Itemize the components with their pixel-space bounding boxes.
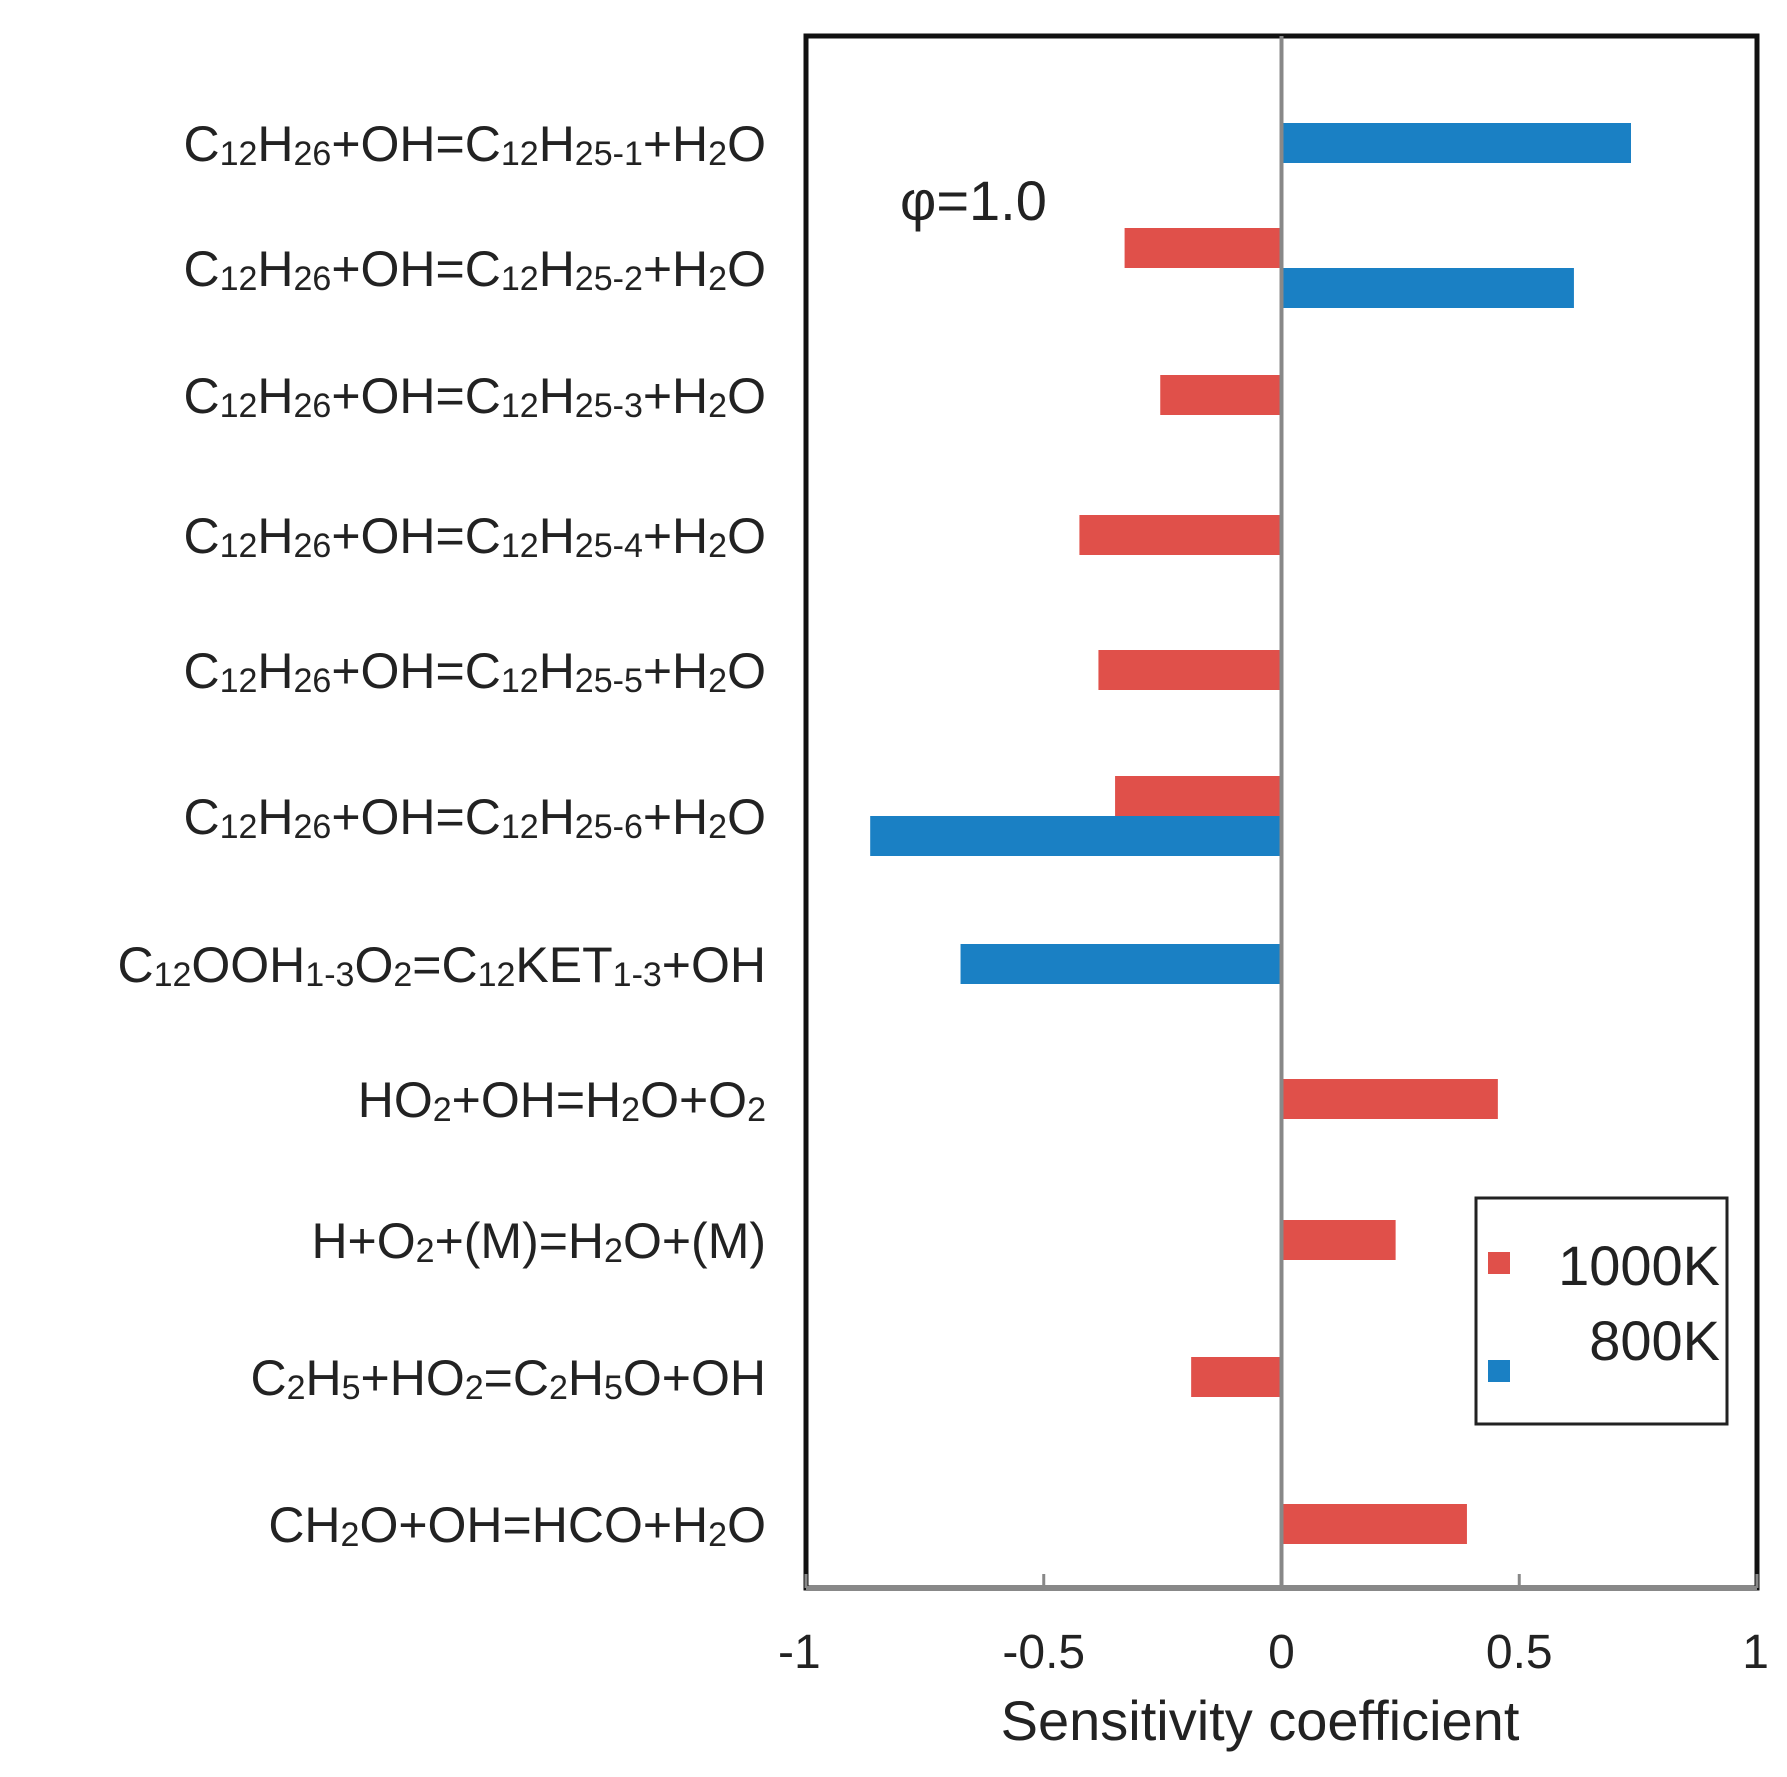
bar-800k-6 bbox=[960, 944, 1282, 984]
bar-1000k-5 bbox=[1115, 776, 1282, 816]
x-ticks-group: -1 -0.5 0 0.5 1 bbox=[778, 1574, 1769, 1679]
bar-1000k-7 bbox=[1281, 1079, 1498, 1119]
y-category-label: C12H26+OH=C12H25-3+H2O bbox=[183, 368, 766, 425]
bar-800k-5 bbox=[870, 816, 1282, 856]
y-category-label: C12H26+OH=C12H25-1+H2O bbox=[183, 116, 766, 173]
bar-1000k-9 bbox=[1191, 1357, 1282, 1397]
bars-group bbox=[870, 123, 1631, 1544]
legend: 1000K 800K bbox=[1474, 1196, 1729, 1426]
x-tick-label: 0.5 bbox=[1486, 1626, 1553, 1679]
y-category-label: CH2O+OH=HCO+H2O bbox=[268, 1497, 766, 1554]
y-category-label: H+O2+(M)=H2O+(M) bbox=[311, 1213, 766, 1270]
x-axis-label: Sensitivity coefficient bbox=[1001, 1689, 1520, 1752]
bar-800k-1 bbox=[1281, 268, 1574, 308]
bar-1000k-4 bbox=[1098, 650, 1282, 690]
legend-swatch-800k bbox=[1488, 1360, 1510, 1382]
legend-box bbox=[1474, 1196, 1729, 1426]
y-category-label: C12H26+OH=C12H25-2+H2O bbox=[183, 241, 766, 298]
y-labels-group: C12H26+OH=C12H25-1+H2O C12H26+OH=C12H25-2… bbox=[117, 116, 766, 1554]
bar-800k-0 bbox=[1281, 123, 1631, 163]
bar-1000k-8 bbox=[1281, 1220, 1396, 1260]
x-tick-label: -0.5 bbox=[1002, 1626, 1085, 1679]
y-category-label: C2H5+HO2=C2H5O+OH bbox=[250, 1350, 766, 1407]
x-tick-label: -1 bbox=[778, 1626, 821, 1679]
x-tick-label: 1 bbox=[1742, 1626, 1769, 1679]
bar-1000k-2 bbox=[1160, 375, 1282, 415]
bar-1000k-3 bbox=[1079, 515, 1282, 555]
y-category-label: C12H26+OH=C12H25-5+H2O bbox=[183, 643, 766, 700]
phi-annotation: φ=1.0 bbox=[900, 169, 1047, 232]
x-tick-label: 0 bbox=[1268, 1626, 1295, 1679]
legend-swatch-1000k bbox=[1488, 1252, 1510, 1274]
y-category-label: C12OOH1-3O2=C12KET1-3+OH bbox=[117, 937, 766, 994]
y-category-label: C12H26+OH=C12H25-4+H2O bbox=[183, 508, 766, 565]
bar-1000k-10 bbox=[1281, 1504, 1467, 1544]
y-category-label: C12H26+OH=C12H25-6+H2O bbox=[183, 789, 766, 846]
bar-1000k-1 bbox=[1124, 228, 1282, 268]
legend-label-800k: 800K bbox=[1589, 1309, 1720, 1372]
y-category-label: HO2+OH=H2O+O2 bbox=[358, 1072, 766, 1129]
legend-label-1000k: 1000K bbox=[1558, 1234, 1720, 1297]
